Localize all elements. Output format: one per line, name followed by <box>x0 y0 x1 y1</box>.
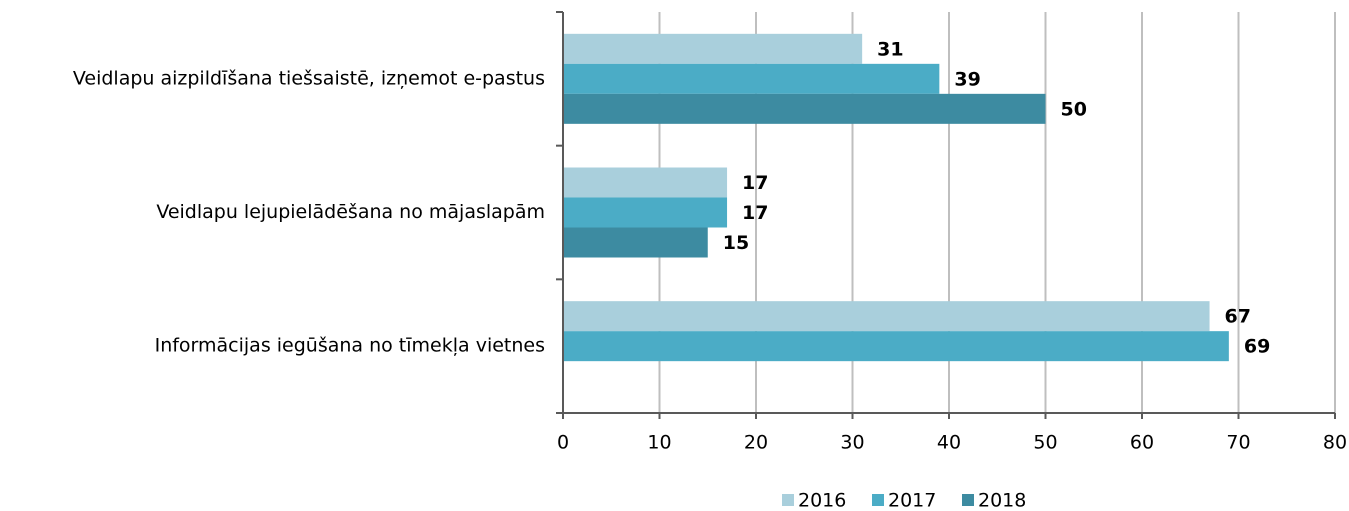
value-label: 67 <box>1225 306 1251 328</box>
x-tick-label: 30 <box>840 432 864 454</box>
legend-swatch <box>872 494 884 506</box>
category-label: Veidlapu aizpildīšana tiešsaistē, izņemo… <box>73 67 545 89</box>
legend-label: 2017 <box>888 490 936 511</box>
x-tick-label: 60 <box>1130 432 1154 454</box>
bar <box>563 301 1210 332</box>
value-label: 50 <box>1061 98 1087 120</box>
bar <box>563 63 940 94</box>
x-tick-label: 10 <box>647 432 671 454</box>
legend-label: 2016 <box>798 490 846 511</box>
value-label: 17 <box>742 202 768 224</box>
value-label: 31 <box>877 38 903 60</box>
x-tick-label: 20 <box>744 432 768 454</box>
x-tick-label: 0 <box>557 432 569 454</box>
value-label: 69 <box>1244 336 1270 358</box>
value-label: 15 <box>723 232 749 254</box>
x-tick-label: 40 <box>937 432 961 454</box>
x-tick-label: 80 <box>1323 432 1347 454</box>
category-label: Veidlapu lejupielādēšana no mājaslapām <box>156 201 545 223</box>
legend-swatch <box>782 494 794 506</box>
bar <box>563 331 1229 362</box>
legend-swatch <box>962 494 974 506</box>
value-label: 17 <box>742 172 768 194</box>
bar <box>563 167 728 198</box>
legend-label: 2018 <box>978 490 1026 511</box>
bar <box>563 197 728 228</box>
x-tick-label: 50 <box>1033 432 1057 454</box>
value-label: 39 <box>954 68 980 90</box>
bar <box>563 227 708 258</box>
x-tick-label: 70 <box>1226 432 1250 454</box>
bar <box>563 93 1046 124</box>
bar <box>563 33 863 64</box>
category-label: Informācijas iegūšana no tīmekļa vietnes <box>155 335 545 357</box>
